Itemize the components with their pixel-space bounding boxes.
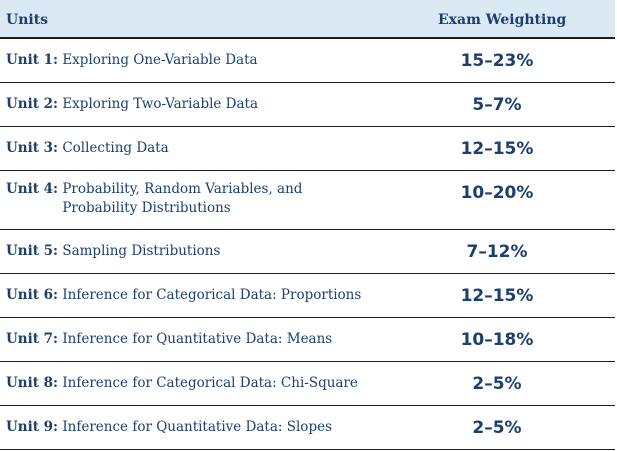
table-header: Units Exam Weighting: [0, 0, 615, 39]
units-column-header: Units: [6, 12, 49, 28]
table-row: Unit 3: Collecting Data 12–15%: [0, 127, 615, 171]
table-row: Unit 2: Exploring Two-Variable Data 5–7%: [0, 83, 615, 127]
unit-cell: Unit 8: Inference for Categorical Data: …: [6, 374, 406, 393]
unit-title: Exploring Two-Variable Data: [62, 96, 259, 112]
exam-weighting-column-header: Exam Weighting: [438, 12, 567, 28]
table-row: Unit 7: Inference for Quantitative Data:…: [0, 318, 615, 362]
unit-number: Unit 2:: [6, 96, 59, 112]
unit-number: Unit 1:: [6, 52, 59, 68]
unit-cell: Unit 6: Inference for Categorical Data: …: [6, 286, 406, 305]
unit-number: Unit 4:: [6, 181, 59, 197]
unit-cell: Unit 2: Exploring Two-Variable Data: [6, 95, 406, 114]
unit-number: Unit 6:: [6, 287, 59, 303]
unit-cell: Unit 3: Collecting Data: [6, 139, 406, 158]
unit-title: Sampling Distributions: [62, 243, 221, 259]
unit-number: Unit 3:: [6, 140, 59, 156]
unit-cell: Unit 1: Exploring One-Variable Data: [6, 51, 406, 70]
table-row: Unit 1: Exploring One-Variable Data 15–2…: [0, 39, 615, 83]
unit-title: Inference for Categorical Data: Chi-Squa…: [62, 375, 358, 391]
unit-cell: Unit 9: Inference for Quantitative Data:…: [6, 418, 406, 437]
unit-number: Unit 8:: [6, 375, 59, 391]
unit-title: Collecting Data: [62, 140, 169, 156]
exam-weight-value: 7–12%: [466, 242, 528, 262]
exam-weight-value: 10–18%: [460, 330, 534, 350]
table-row: Unit 6: Inference for Categorical Data: …: [0, 274, 615, 318]
exam-weight-value: 12–15%: [460, 139, 534, 159]
unit-title: Inference for Quantitative Data: Slopes: [62, 419, 332, 435]
unit-cell: Unit 5: Sampling Distributions: [6, 242, 406, 261]
unit-cell: Unit 4: Probability, Random Variables, a…: [6, 180, 406, 218]
unit-title: Inference for Categorical Data: Proporti…: [62, 287, 362, 303]
exam-weight-value: 2–5%: [472, 418, 522, 438]
table-row: Unit 4: Probability, Random Variables, a…: [0, 171, 615, 230]
table-row: Unit 8: Inference for Categorical Data: …: [0, 362, 615, 406]
unit-number: Unit 9:: [6, 419, 59, 435]
exam-weight-value: 2–5%: [472, 374, 522, 394]
unit-title: Exploring One-Variable Data: [62, 52, 258, 68]
unit-cell: Unit 7: Inference for Quantitative Data:…: [6, 330, 406, 349]
table-row: Unit 9: Inference for Quantitative Data:…: [0, 406, 615, 450]
unit-number: Unit 5:: [6, 243, 59, 259]
table-row: Unit 5: Sampling Distributions 7–12%: [0, 230, 615, 274]
exam-weight-value: 10–20%: [460, 183, 534, 203]
unit-title: Inference for Quantitative Data: Means: [62, 331, 333, 347]
exam-weight-value: 5–7%: [472, 95, 522, 115]
unit-title: Probability, Random Variables, and Proba…: [62, 181, 303, 216]
unit-number: Unit 7:: [6, 331, 59, 347]
exam-weight-value: 15–23%: [460, 51, 534, 71]
exam-weight-value: 12–15%: [460, 286, 534, 306]
